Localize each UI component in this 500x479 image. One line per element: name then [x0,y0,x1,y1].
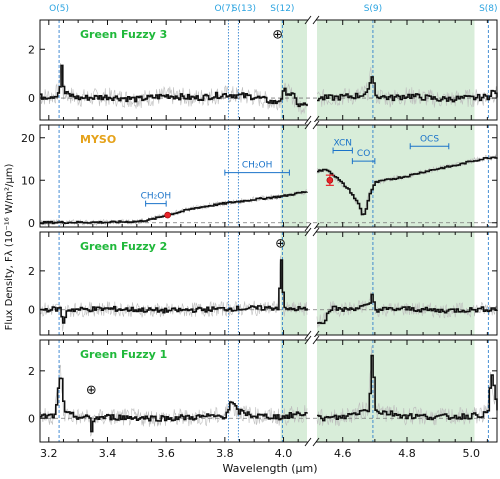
panel-title: MYSO [80,133,116,146]
spectrum-green-fuzzy-3 [317,76,498,103]
axis-break [308,17,316,23]
axis-break [308,224,316,230]
x-tick-label: 4.8 [398,447,416,460]
y-tick-label: 0 [28,92,35,105]
shaded-region [280,232,307,335]
panel-title: Green Fuzzy 3 [80,28,167,41]
break-mark [312,335,320,345]
axis-break [308,117,316,123]
break-mark [304,222,312,232]
feature-label: XCN [333,139,352,149]
shaded-region [280,340,307,442]
noise-trace [39,364,308,437]
axis-break [308,332,316,338]
noise-trace [39,189,308,227]
y-tick-label: 2 [28,43,35,56]
photometry-point [326,176,334,184]
break-mark [304,120,312,130]
feature-label: CH₂OH [242,161,273,171]
shaded-region [317,125,475,227]
shaded-region [317,20,475,120]
x-tick-label: 4.0 [275,447,293,460]
h2-line-label: S(13) [232,4,256,14]
telluric-symbol: ⊕ [86,383,97,398]
panel-title: Green Fuzzy 1 [80,348,167,361]
noise-trace [316,291,498,328]
break-mark [312,120,320,130]
h2-line-label: O(5) [49,4,69,14]
feature-label: CH₂OH [141,192,172,202]
spectrum-green-fuzzy-2 [317,293,498,325]
x-tick-label: 5.0 [463,447,481,460]
photometry-point [164,211,171,219]
spectrum-myso [40,191,308,225]
noise-trace [39,255,308,332]
break-mark [312,227,320,237]
break-mark [304,437,312,447]
h2-line-label: S(12) [270,4,294,14]
y-tick-label: 2 [28,265,35,278]
spectrum-myso [317,156,498,216]
panel-title: Green Fuzzy 2 [80,240,167,253]
telluric-symbol: ⊕ [272,28,283,43]
break-mark [304,330,312,340]
x-tick-label: 3.4 [99,447,117,460]
spectrum-green-fuzzy-1 [40,377,308,433]
break-mark [304,227,312,237]
y-tick-label: 0 [28,412,35,425]
shaded-regions [280,20,475,442]
axis-break [308,229,316,235]
h2-line-label: O(7) [214,4,234,14]
y-tick-label: 0 [28,304,35,317]
shaded-region [280,125,307,227]
x-tick-label: 4.6 [334,447,352,460]
feature-label: OCS [420,134,439,144]
break-mark [312,437,320,447]
panel-frames [39,15,498,447]
axis-break [308,122,316,128]
y-tick-label: 20 [21,132,35,145]
feature-label: CO [357,149,370,159]
y-tick-label: 10 [21,174,35,187]
spectra [40,64,498,433]
y-tick-label: 2 [28,365,35,378]
x-axis-label: Wavelength (μm) [222,462,317,475]
break-mark [312,15,320,25]
y-axis-label: Flux Density, Fλ (10⁻¹⁶ W/m²/μm) [4,164,15,331]
noise-trace [39,62,307,115]
telluric-symbol: ⊕ [275,237,286,252]
y-tick-label: 0 [28,217,35,230]
spectrum-green-fuzzy-3 [40,64,308,108]
break-mark [304,335,312,345]
shaded-region [317,340,475,442]
shaded-region [317,232,475,335]
break-mark [304,115,312,125]
x-tick-label: 3.2 [40,447,58,460]
break-mark [304,15,312,25]
x-tick-label: 3.8 [216,447,234,460]
axis-break [308,337,316,343]
h2-line-label: S(9) [364,4,382,14]
shaded-region [280,20,307,120]
h2-line-label: S(8) [479,4,497,14]
axis-break [308,439,316,445]
x-tick-label: 3.6 [157,447,175,460]
spectrum-green-fuzzy-1 [317,354,498,422]
noise-trace [316,346,498,427]
spectrum-green-fuzzy-2 [40,259,308,324]
